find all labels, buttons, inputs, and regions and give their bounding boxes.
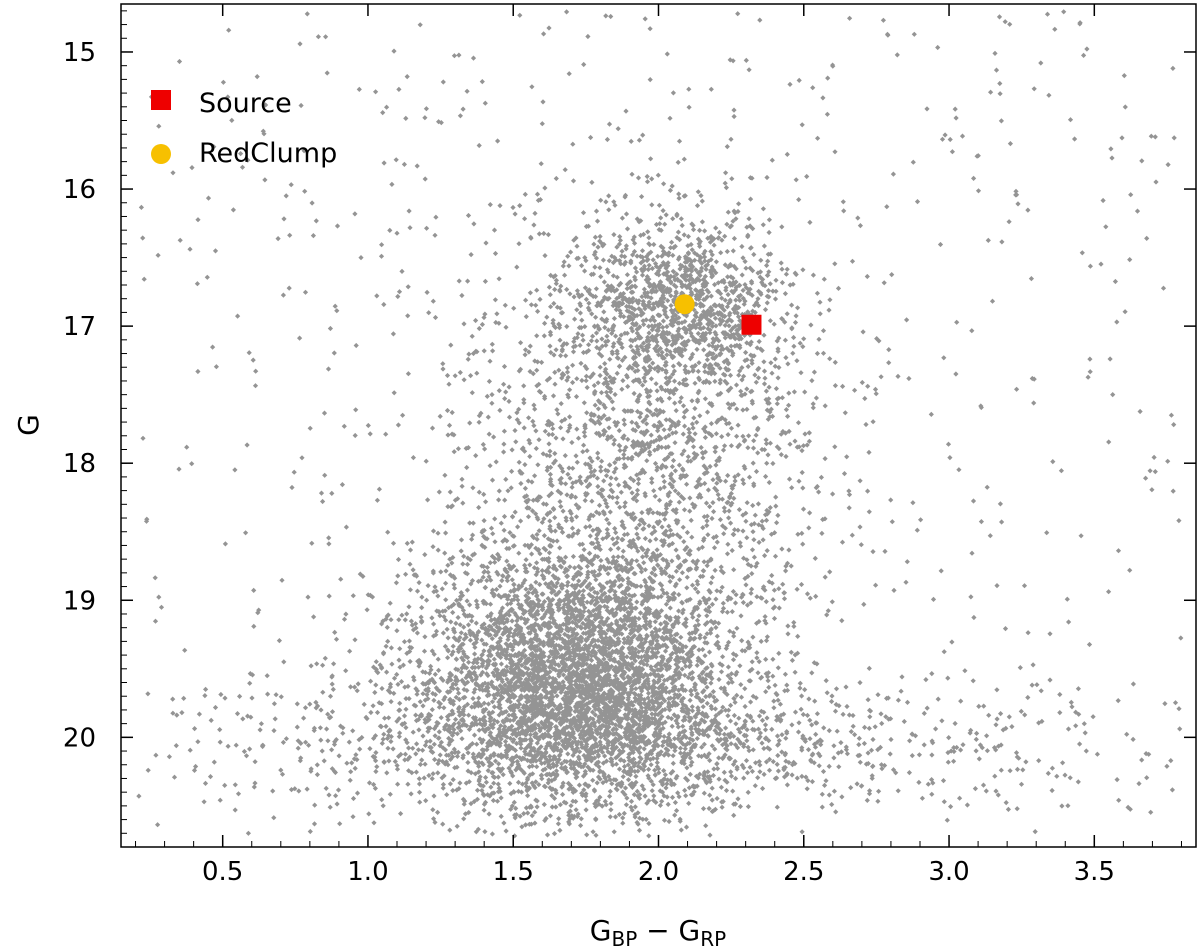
legend-label-source: Source (199, 88, 292, 119)
y-tick-label-4: 19 (63, 586, 96, 616)
y-tick-label-3: 18 (63, 449, 96, 479)
legend: Source RedClump (151, 88, 337, 169)
x-tick-label-0: 0.5 (202, 857, 243, 887)
series-marks (674, 294, 762, 335)
x-tick-label-4: 2.5 (783, 857, 824, 887)
x-axis-label: GBP − GRP (590, 914, 726, 951)
x-axis-label-sub-rp: RP (700, 927, 726, 951)
legend-marker-redclump (151, 144, 171, 164)
x-tick-label-5: 3.0 (928, 857, 969, 887)
x-tick-label-1: 1.0 (347, 857, 388, 887)
x-axis-label-main2: G (679, 914, 701, 947)
x-axis-label-sub-bp: BP (611, 927, 637, 951)
axis-ticks: 0.5 1.0 1.5 2.0 2.5 3.0 3.5 15 16 17 18 19 20 (63, 4, 1196, 887)
x-tick-label-3: 2.0 (638, 857, 679, 887)
legend-marker-source (151, 90, 171, 110)
point-source (741, 314, 762, 335)
x-tick-label-6: 3.5 (1074, 857, 1115, 887)
star-points (136, 9, 1184, 839)
background-stars (136, 9, 1184, 839)
y-tick-label-2: 17 (63, 312, 96, 342)
x-tick-label-2: 1.5 (493, 857, 534, 887)
point-redclump (674, 294, 695, 315)
x-axis-label-main: G (590, 914, 612, 947)
y-tick-label-0: 15 (63, 38, 96, 68)
y-tick-label-1: 16 (63, 175, 96, 205)
legend-label-redclump: RedClump (199, 138, 337, 169)
y-tick-label-5: 20 (63, 723, 96, 753)
y-axis-label: G (12, 414, 45, 436)
x-axis-label-minus: − (637, 914, 678, 947)
